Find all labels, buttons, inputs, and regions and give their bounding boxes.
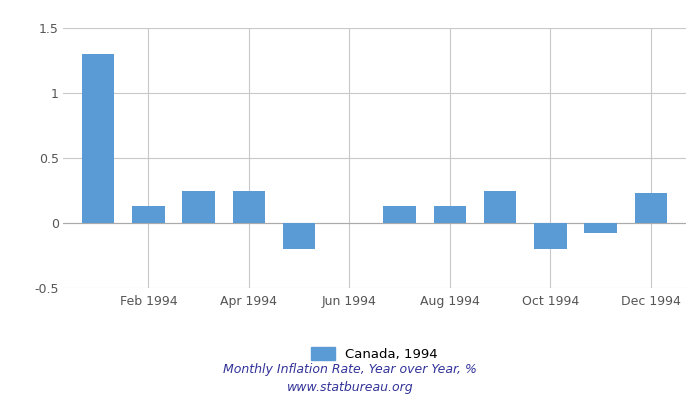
Bar [433,206,466,223]
Bar [534,223,567,249]
Bar [384,206,416,223]
Bar [132,206,164,223]
Bar [283,223,316,249]
Bar [82,54,115,223]
Bar [182,190,215,223]
Text: Monthly Inflation Rate, Year over Year, %: Monthly Inflation Rate, Year over Year, … [223,364,477,376]
Legend: Canada, 1994: Canada, 1994 [306,341,443,366]
Bar [232,190,265,223]
Text: www.statbureau.org: www.statbureau.org [287,382,413,394]
Bar [484,190,517,223]
Bar [634,193,667,223]
Bar [584,223,617,234]
